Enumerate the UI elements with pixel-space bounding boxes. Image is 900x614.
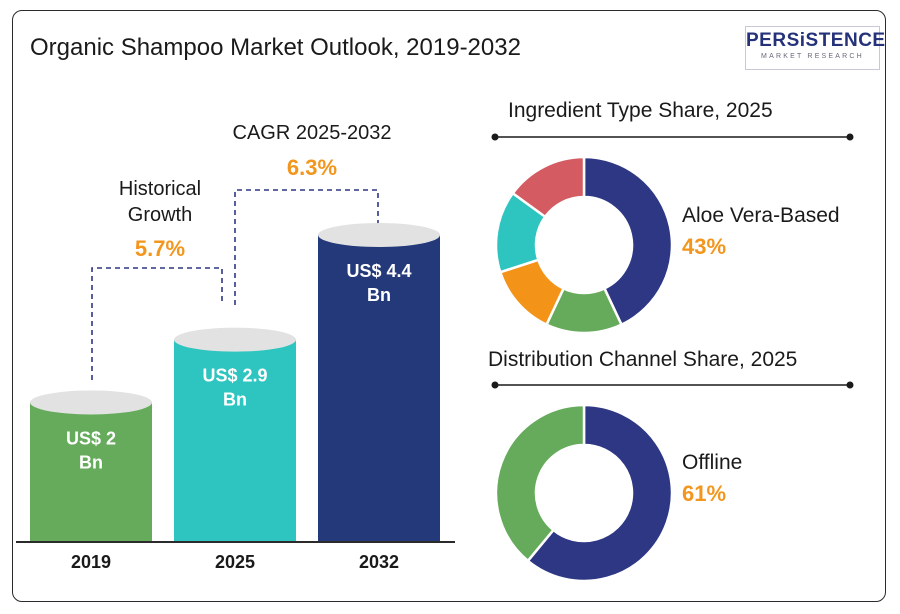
bar-value-label-2025-1: US$ 2.9: [202, 366, 267, 386]
distribution-title-rule: [491, 381, 854, 389]
bar-top-2019: [30, 390, 152, 415]
cagr-label: CAGR 2025-2032: [232, 122, 392, 144]
bar-value-label-2025-2: Bn: [223, 390, 247, 410]
ingredient-highlight-label: Aloe Vera-Based: [682, 204, 840, 227]
bar-value-label-2019-2: Bn: [79, 452, 103, 472]
bar-top-2032: [318, 223, 440, 247]
ingredient-title-rule: [491, 133, 854, 141]
distribution-donut-title: Distribution Channel Share, 2025: [488, 348, 798, 371]
bar-value-label-2019-1: US$ 2: [66, 428, 116, 448]
growth-connectors: [91, 189, 379, 380]
historical-growth-label: Historical Growth: [95, 176, 225, 228]
x-tick-labels: 2019 2025 2032: [71, 552, 399, 572]
bar-2025: [174, 339, 296, 542]
bars-group: US$ 2 Bn US$ 2.9 Bn US$ 4.4 Bn: [30, 223, 440, 542]
ingredient-slice-1: [582, 155, 674, 327]
brand-logo: PERSiSTENCE MARKET RESEARCH: [745, 26, 886, 70]
logo-wordmark: PERSiSTENCE: [746, 30, 886, 51]
bar-value-label-2032-1: US$ 4.4: [346, 261, 411, 281]
historical-label-line1: Historical: [118, 178, 202, 200]
bar-value-label-2032-2: Bn: [367, 285, 391, 305]
market-size-bar-chart: US$ 2 Bn US$ 2.9 Bn US$ 4.4 Bn 2019 2025 2032: [16, 189, 455, 572]
x-tick-2032: 2032: [359, 552, 399, 572]
bar-top-2025: [174, 327, 296, 352]
cagr-value: 6.3%: [286, 155, 338, 180]
cagr-connector: [234, 189, 379, 305]
x-tick-2019: 2019: [71, 552, 111, 572]
distribution-slice-1: [526, 403, 674, 583]
ingredient-slice-5: [511, 155, 586, 219]
distribution-highlight-value: 61%: [682, 481, 727, 506]
page-title: Organic Shampoo Market Outlook, 2019-203…: [30, 34, 521, 61]
historical-connector: [91, 267, 223, 380]
bar-2019: [30, 402, 152, 542]
x-tick-2025: 2025: [215, 552, 255, 572]
historical-growth-value: 5.7%: [134, 236, 186, 261]
distribution-highlight-label: Offline: [682, 451, 743, 474]
historical-label-line2: Growth: [127, 204, 193, 226]
distribution-slice-2: [494, 403, 586, 563]
logo-tagline: MARKET RESEARCH: [761, 53, 864, 60]
ingredient-donut-title: Ingredient Type Share, 2025: [508, 99, 773, 122]
bar-2032: [318, 235, 440, 542]
ingredient-highlight-value: 43%: [682, 234, 727, 259]
distribution-channel-donut: [494, 403, 674, 583]
infographic-frame: [12, 10, 886, 602]
ingredient-type-donut: [494, 155, 674, 335]
